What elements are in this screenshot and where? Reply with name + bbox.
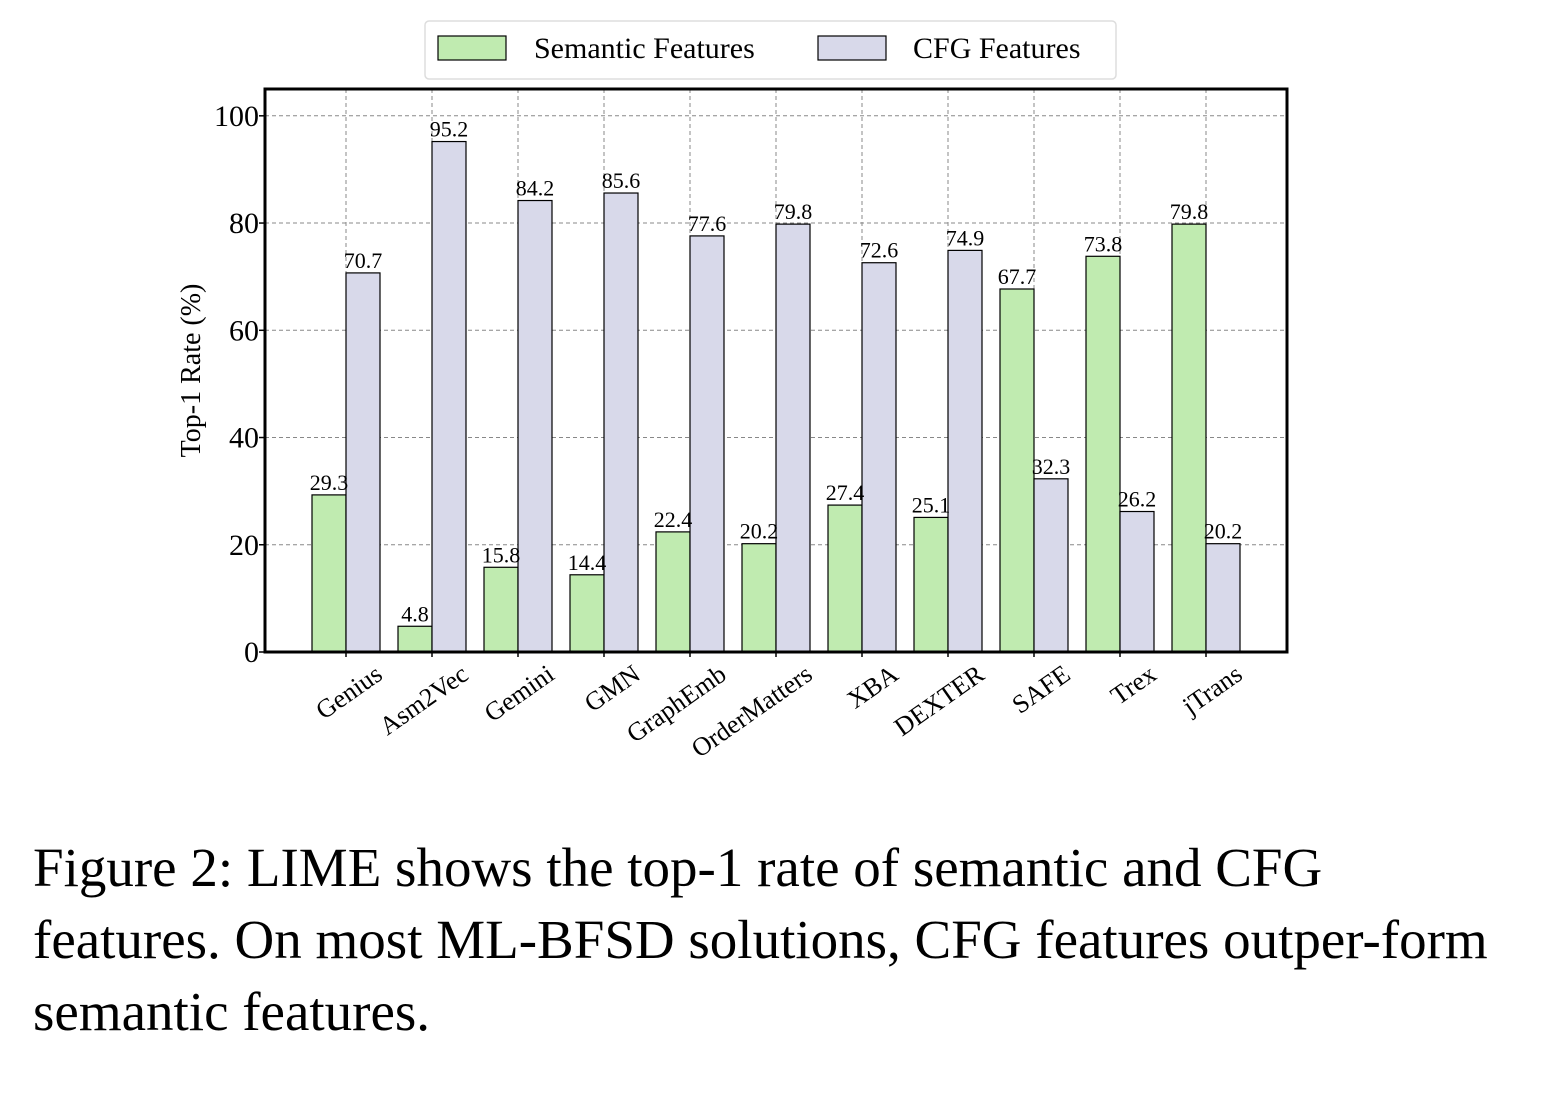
- bar-semantic: [655, 531, 691, 653]
- bar-cfg: [1119, 510, 1155, 653]
- chart-bars: [311, 140, 1241, 653]
- bar-cfg: [689, 235, 725, 653]
- legend-swatch: [437, 35, 507, 61]
- y-axis-label: Top-1 Rate (%): [176, 284, 207, 458]
- bar-value-label: 32.3: [1032, 454, 1071, 479]
- x-tick-label: SAFE: [1007, 659, 1076, 719]
- bar-value-label: 27.4: [826, 480, 865, 505]
- bar-cfg: [1033, 478, 1069, 653]
- bar-chart: Semantic Features CFG Features 29.3 4.8 15.…: [176, 20, 1289, 763]
- bar-value-label: 70.7: [344, 248, 383, 273]
- bar-cfg: [861, 262, 897, 653]
- chart-data-labels: 29.3 4.8 15.8 14.4 22.4 20.2 27.4 25.1 67.7 73.8 7…: [310, 117, 1243, 627]
- x-tick-label: DEXTER: [889, 659, 990, 742]
- bar-semantic: [1171, 223, 1207, 653]
- bar-cfg: [775, 223, 811, 653]
- bar-value-label: 85.6: [602, 168, 641, 193]
- bar-semantic: [999, 288, 1035, 653]
- x-tick-label: XBA: [842, 659, 904, 714]
- bar-cfg: [603, 192, 639, 653]
- bar-value-label: 25.1: [912, 492, 951, 517]
- y-tick-label: 20: [229, 529, 259, 562]
- x-tick-label: Gemini: [479, 659, 560, 727]
- y-tick-label: 80: [229, 207, 259, 240]
- bar-semantic: [483, 566, 519, 653]
- bar-value-label: 95.2: [430, 117, 469, 142]
- bar-value-label: 77.6: [688, 211, 727, 236]
- bar-cfg: [431, 140, 467, 653]
- bar-cfg: [947, 249, 983, 653]
- y-tick-label: 0: [244, 636, 259, 669]
- bar-value-label: 4.8: [401, 601, 429, 626]
- x-tick-label: GMN: [579, 659, 646, 718]
- bar-value-label: 84.2: [516, 176, 555, 201]
- y-tick-label: 40: [229, 422, 259, 455]
- bar-cfg: [517, 199, 553, 653]
- figure-caption: Figure 2: LIME shows the top-1 rate of s…: [33, 837, 1488, 1042]
- bar-semantic: [397, 625, 433, 653]
- legend-label: CFG Features: [913, 32, 1081, 65]
- y-tick-label: 100: [214, 100, 259, 133]
- bar-value-label: 15.8: [482, 542, 521, 567]
- bar-semantic: [913, 516, 949, 653]
- bar-chart-figure: Semantic Features CFG Features 29.3 4.8 15.…: [176, 20, 1289, 763]
- bar-value-label: 20.2: [1204, 519, 1243, 544]
- bar-value-label: 79.8: [774, 199, 813, 224]
- bar-cfg: [345, 272, 381, 653]
- y-tick-label: 60: [229, 314, 259, 347]
- bar-value-label: 73.8: [1084, 231, 1123, 256]
- legend-label: Semantic Features: [534, 32, 755, 65]
- bar-semantic: [741, 543, 777, 653]
- bar-semantic: [569, 574, 605, 653]
- bar-semantic: [1085, 255, 1121, 653]
- chart-legend: Semantic Features CFG Features: [424, 20, 1117, 80]
- bar-value-label: 20.2: [740, 519, 779, 544]
- bar-value-label: 72.6: [860, 238, 899, 263]
- x-tick-label: Trex: [1105, 659, 1161, 710]
- legend-swatch: [817, 35, 887, 61]
- bar-value-label: 14.4: [568, 550, 607, 575]
- bar-semantic: [827, 504, 863, 653]
- bar-value-label: 22.4: [654, 507, 693, 532]
- bar-value-label: 79.8: [1170, 199, 1209, 224]
- bar-semantic: [311, 494, 347, 653]
- bar-value-label: 26.2: [1118, 487, 1157, 512]
- bar-value-label: 67.7: [998, 264, 1037, 289]
- x-tick-label: Asm2Vec: [374, 659, 473, 741]
- bar-value-label: 29.3: [310, 470, 349, 495]
- bar-value-label: 74.9: [946, 225, 985, 250]
- legend-box: [424, 20, 1117, 80]
- bar-cfg: [1205, 543, 1241, 653]
- x-tick-label: jTrans: [1176, 659, 1247, 721]
